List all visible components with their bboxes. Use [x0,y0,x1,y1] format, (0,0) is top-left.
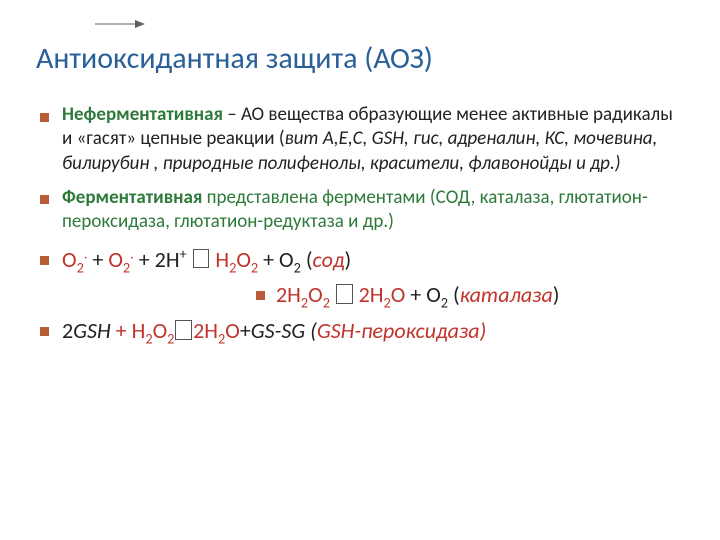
eq2-s4: 2 [441,294,448,312]
missing-glyph-icon [175,320,192,340]
content-list: Неферментативная – АО вещества образующи… [36,103,684,346]
eq2-enzyme-name: каталаза [460,281,553,308]
eq1-plus1: + [87,246,108,273]
eq1-hplus: + [180,244,187,262]
eq2-o: О [308,281,323,308]
missing-glyph-icon [193,249,210,269]
slide-root: Антиоксидантная защита (АОЗ) Неферментат… [0,0,720,540]
eq1-plus2h: + 2Н [134,246,180,273]
equation-catalase: 2Н2О2 2Н2О + О2 (каталаза) [36,280,684,310]
eq1-o2b-base: О [108,246,123,273]
eq2-2h: 2Н [276,281,301,308]
eq3-b4: 2 [167,329,174,347]
eq2-2h2: 2Н [354,281,384,308]
eq1-h2o2-h: Н [210,246,229,273]
eq2-open: ( [448,281,460,308]
eq1-enzyme-name: сод [313,246,345,273]
eq3-o: О [153,317,168,344]
eq3-plus1: + [116,317,132,344]
eq1-plus-o2: + О [258,246,293,273]
eq3-2: 2 [62,317,73,344]
eq3-gssg: GS-SG ( [251,317,317,344]
eq2-close: ) [553,281,560,308]
eq3-o2: О [225,317,240,344]
eq3-plus2: + [240,317,251,344]
eq2-plus-o2: + О [405,281,440,308]
equation-gsh-peroxidase: 2GSH + Н2О22Н2О+GS-SG (GSH-пероксидаза) [36,316,684,346]
eq3-h: Н [132,317,146,344]
missing-glyph-icon [336,284,353,304]
item-enzymatic: Ферментативная представлена ферментами (… [36,186,684,235]
eq2-o2: О [391,281,406,308]
eq1-close: ) [345,246,352,273]
eq3-enzyme-name: GSH-пероксидаза) [317,317,486,344]
eq1-sp1 [187,246,192,273]
term-non-enzymatic: Неферментативная [62,103,223,126]
eq2-s2: 2 [323,294,330,312]
slide-title: Антиоксидантная защита (АОЗ) [36,40,684,77]
eq1-open: ( [301,246,313,273]
eq1-o2a-sub: 2 [77,258,84,276]
equation-sod: О2. + О2. + 2Н+ Н2О2 + О2 (сод) [36,245,684,275]
item-non-enzymatic: Неферментативная – АО вещества образующи… [36,103,684,176]
eq3-gsh: GSH [73,317,116,344]
term-enzymatic: Ферментативная [62,186,202,209]
eq3-b2: 2 [145,329,152,347]
eq1-h2o2-o: О [236,246,251,273]
decorative-arrow [95,18,145,37]
eq1-o2-sub: 2 [294,258,301,276]
eq3-2h: 2Н [193,317,218,344]
eq2-sp1 [330,281,335,308]
eq1-o2a-base: О [62,246,77,273]
eq2-s3: 2 [383,294,390,312]
